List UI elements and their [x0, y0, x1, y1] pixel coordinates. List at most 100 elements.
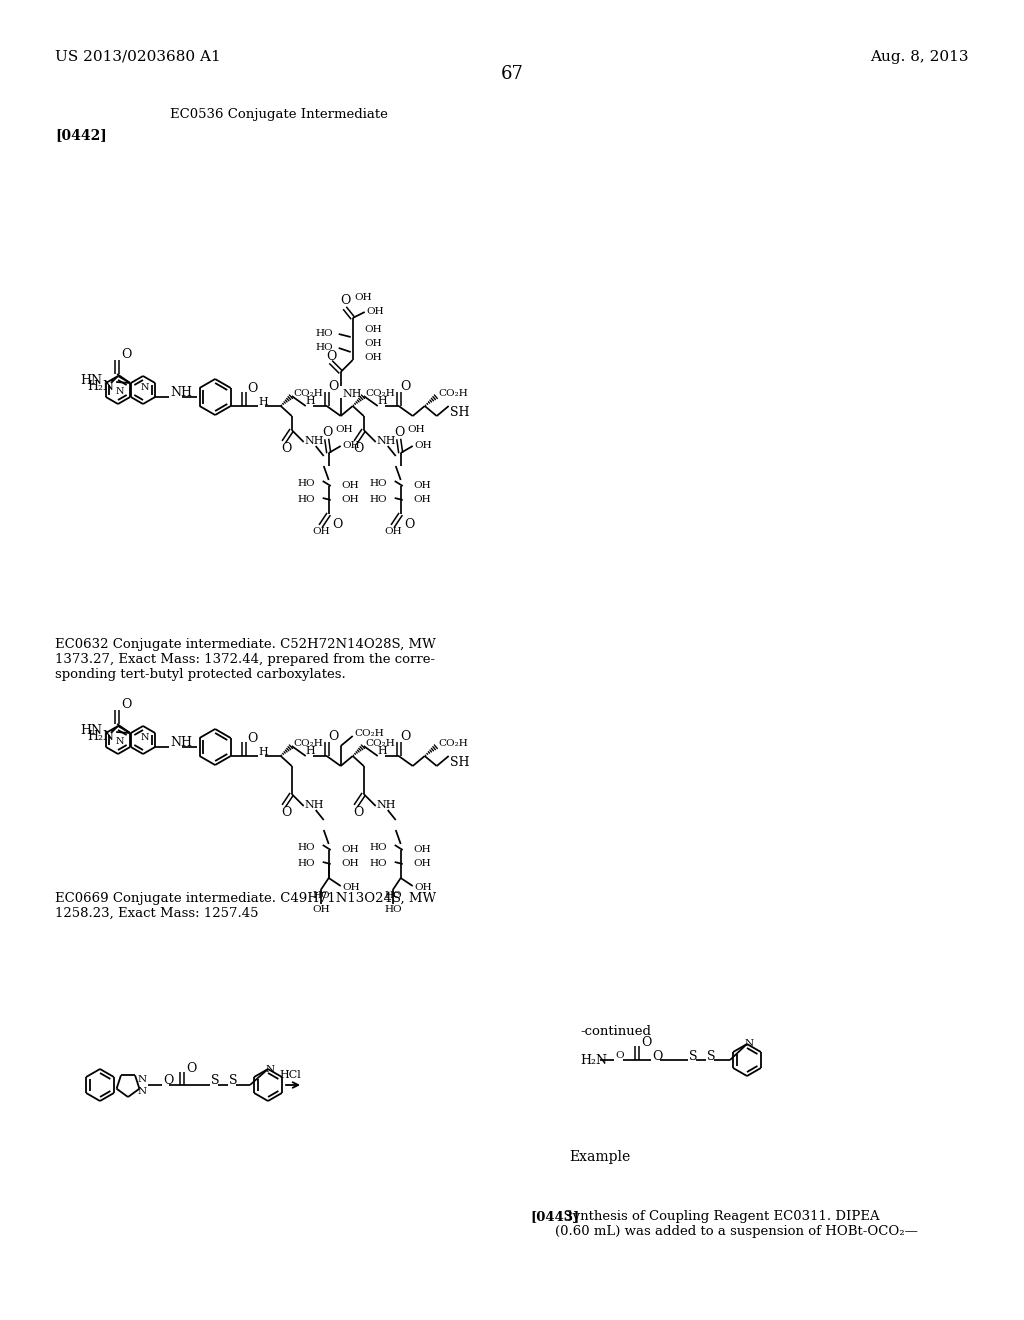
Text: HO: HO — [297, 495, 314, 503]
Text: O: O — [163, 1074, 173, 1088]
Text: O: O — [333, 517, 343, 531]
Text: HN: HN — [80, 723, 102, 737]
Text: OH: OH — [365, 354, 382, 363]
Text: CO₂H: CO₂H — [354, 730, 384, 738]
Text: N: N — [265, 1064, 274, 1073]
Text: OH: OH — [342, 482, 359, 491]
Text: CO₂H: CO₂H — [294, 738, 324, 747]
Text: H: H — [378, 396, 387, 407]
Text: O: O — [248, 381, 258, 395]
Text: OH: OH — [336, 425, 353, 433]
Text: OH: OH — [312, 906, 331, 915]
Text: OH: OH — [342, 495, 359, 504]
Text: H: H — [306, 746, 315, 756]
Text: O: O — [323, 426, 333, 440]
Text: SH: SH — [450, 405, 469, 418]
Text: sponding tert-butyl protected carboxylates.: sponding tert-butyl protected carboxylat… — [55, 668, 346, 681]
Text: O: O — [121, 348, 131, 362]
Text: SH: SH — [450, 755, 469, 768]
Text: O: O — [329, 730, 339, 743]
Text: CO₂H: CO₂H — [438, 739, 468, 748]
Text: O: O — [248, 731, 258, 744]
Text: N: N — [116, 737, 125, 746]
Text: EC0632 Conjugate intermediate. C52H72N14O28S, MW: EC0632 Conjugate intermediate. C52H72N14… — [55, 638, 436, 651]
Text: HCl: HCl — [280, 1071, 301, 1080]
Text: NH: NH — [377, 436, 396, 446]
Text: OH: OH — [414, 859, 431, 869]
Text: S: S — [229, 1074, 238, 1088]
Text: US 2013/0203680 A1: US 2013/0203680 A1 — [55, 50, 221, 63]
Text: H: H — [378, 746, 387, 756]
Text: HO: HO — [369, 479, 387, 487]
Text: 1258.23, Exact Mass: 1257.45: 1258.23, Exact Mass: 1257.45 — [55, 907, 258, 920]
Text: O: O — [353, 805, 365, 818]
Text: N: N — [141, 734, 150, 742]
Text: HO: HO — [315, 342, 333, 351]
Text: OH: OH — [414, 495, 431, 504]
Text: HO: HO — [385, 891, 402, 899]
Text: H: H — [259, 747, 268, 756]
Text: H₂N: H₂N — [87, 380, 114, 393]
Text: O: O — [329, 380, 339, 393]
Text: H: H — [259, 397, 268, 407]
Text: HO: HO — [315, 329, 333, 338]
Text: O: O — [282, 441, 292, 454]
Text: S: S — [707, 1049, 716, 1063]
Text: [0442]: [0442] — [55, 128, 106, 143]
Text: O: O — [327, 351, 337, 363]
Text: S: S — [689, 1049, 697, 1063]
Text: N: N — [744, 1040, 754, 1048]
Text: H₂N: H₂N — [87, 730, 114, 743]
Text: O: O — [400, 730, 411, 743]
Text: [0443]: [0443] — [530, 1210, 580, 1224]
Text: O: O — [121, 698, 131, 711]
Text: HO: HO — [312, 891, 331, 899]
Text: OH: OH — [365, 339, 382, 348]
Text: O: O — [186, 1061, 197, 1074]
Text: NH: NH — [305, 436, 325, 446]
Text: NH: NH — [170, 737, 193, 750]
Text: CO₂H: CO₂H — [366, 388, 395, 397]
Text: O: O — [282, 805, 292, 818]
Text: O: O — [400, 380, 411, 393]
Text: OH: OH — [342, 846, 359, 854]
Text: HO: HO — [369, 495, 387, 503]
Text: OH: OH — [414, 846, 431, 854]
Text: OH: OH — [415, 883, 432, 892]
Text: EC0536 Conjugate Intermediate: EC0536 Conjugate Intermediate — [170, 108, 388, 121]
Text: HO: HO — [369, 842, 387, 851]
Text: HN: HN — [80, 374, 102, 387]
Text: O: O — [641, 1035, 651, 1048]
Text: O: O — [652, 1049, 663, 1063]
Text: Synthesis of Coupling Reagent EC0311. DIPEA
(0.60 mL) was added to a suspension : Synthesis of Coupling Reagent EC0311. DI… — [555, 1210, 918, 1238]
Text: S: S — [211, 1074, 219, 1088]
Text: H: H — [306, 396, 315, 407]
Text: O: O — [404, 517, 415, 531]
Text: OH: OH — [415, 441, 432, 450]
Text: HO: HO — [297, 842, 314, 851]
Text: H₂N: H₂N — [580, 1053, 607, 1067]
Text: O: O — [341, 293, 351, 306]
Text: OH: OH — [343, 441, 360, 450]
Text: 67: 67 — [501, 65, 523, 83]
Text: HO: HO — [385, 906, 402, 915]
Text: OH: OH — [408, 425, 425, 433]
Text: OH: OH — [414, 482, 431, 491]
Text: OH: OH — [365, 326, 382, 334]
Text: CO₂H: CO₂H — [438, 389, 468, 399]
Text: NH: NH — [170, 387, 193, 400]
Text: O: O — [394, 426, 406, 440]
Text: OH: OH — [312, 527, 331, 536]
Text: HO: HO — [297, 858, 314, 867]
Text: 1373.27, Exact Mass: 1372.44, prepared from the corre-: 1373.27, Exact Mass: 1372.44, prepared f… — [55, 653, 435, 667]
Text: N: N — [141, 384, 150, 392]
Text: NH: NH — [377, 800, 396, 810]
Text: CO₂H: CO₂H — [294, 388, 324, 397]
Text: OH: OH — [343, 883, 360, 892]
Text: NH: NH — [343, 389, 362, 399]
Text: NH: NH — [305, 800, 325, 810]
Text: O: O — [353, 441, 365, 454]
Text: O: O — [615, 1051, 624, 1060]
Text: N: N — [116, 387, 125, 396]
Text: EC0669 Conjugate intermediate. C49H71N13O24S, MW: EC0669 Conjugate intermediate. C49H71N13… — [55, 892, 436, 906]
